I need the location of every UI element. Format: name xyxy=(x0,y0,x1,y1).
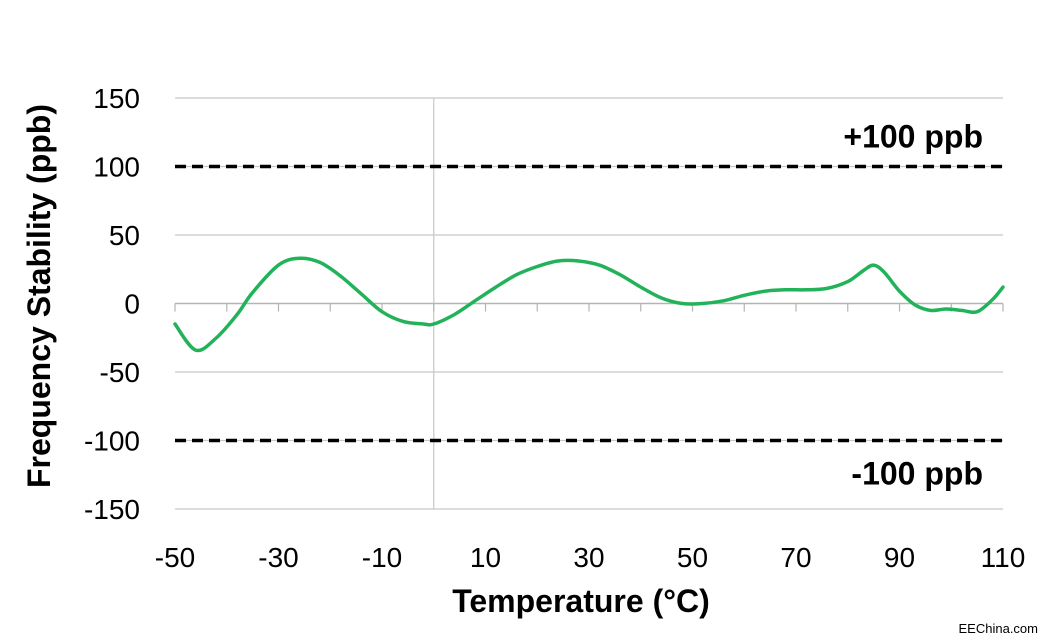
x-tick-label: 70 xyxy=(780,542,811,573)
x-tick-label: -30 xyxy=(258,542,298,573)
y-tick-label: 150 xyxy=(93,83,140,114)
x-tick-label: 50 xyxy=(677,542,708,573)
reference-label: -100 ppb xyxy=(851,456,983,492)
y-tick-label: 50 xyxy=(109,220,140,251)
watermark: EEChina.com xyxy=(958,621,1038,636)
series-line xyxy=(173,256,1005,353)
reference-label: +100 ppb xyxy=(843,119,983,155)
y-tick-label: -150 xyxy=(84,494,140,525)
x-tick-labels: -50 -30 -10 10 30 50 70 90 110 xyxy=(155,542,1026,573)
x-tick-label: 110 xyxy=(981,542,1026,573)
y-tick-label: 100 xyxy=(93,152,140,183)
reference-lines xyxy=(175,164,1003,443)
x-tick-label: 30 xyxy=(573,542,604,573)
y-tick-label: -100 xyxy=(84,426,140,457)
zero-axis xyxy=(174,302,1004,312)
y-tick-labels: 150 100 50 0 -50 -100 -150 xyxy=(84,83,140,525)
y-tick-label: 0 xyxy=(124,289,140,320)
y-axis-title: Frequency Stability (ppb) xyxy=(21,104,57,488)
reference-labels: +100 ppb -100 ppb xyxy=(843,119,983,492)
x-tick-label: -10 xyxy=(362,542,402,573)
x-tick-label: 90 xyxy=(884,542,915,573)
x-axis-title: Temperature (°C) xyxy=(452,583,710,619)
data-series xyxy=(173,256,1005,353)
y-tick-label: -50 xyxy=(100,357,140,388)
x-tick-label: -50 xyxy=(155,542,195,573)
x-tick-label: 10 xyxy=(470,542,501,573)
